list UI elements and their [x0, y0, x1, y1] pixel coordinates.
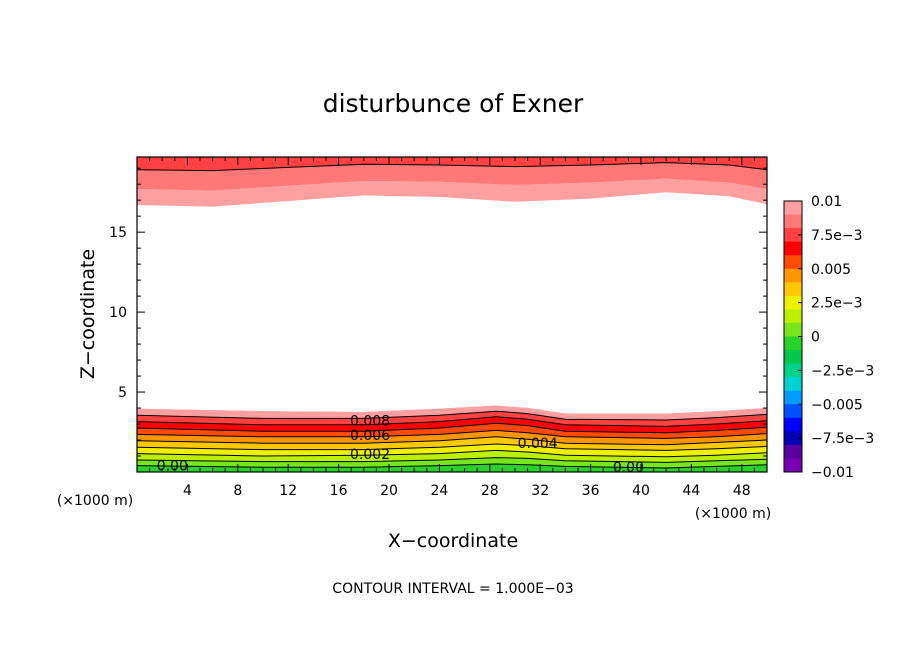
colorbar-swatch — [784, 201, 802, 216]
contour-line — [136, 416, 768, 427]
colorbar-swatch — [784, 350, 802, 365]
x-tick-label: 20 — [380, 483, 398, 499]
colorbar-swatch — [784, 336, 802, 351]
colorbar-swatch — [784, 363, 802, 378]
y-tick-label: 5 — [118, 385, 127, 401]
contour-label: 0.006 — [350, 428, 390, 444]
y-tick-label: 15 — [109, 225, 127, 241]
x-tick-label: 12 — [279, 483, 297, 499]
colorbar-swatch — [784, 309, 802, 324]
colorbar-swatch — [784, 282, 802, 297]
colorbar-label: −0.005 — [811, 397, 863, 413]
y-tick-label: 10 — [109, 305, 127, 321]
colorbar-swatch — [784, 390, 802, 405]
contour-band — [137, 162, 767, 191]
colorbar-label: 0 — [811, 330, 820, 346]
contour-line — [136, 422, 768, 434]
x-unit-left: (×1000 m) — [57, 493, 133, 509]
contour-label: 0.002 — [350, 447, 390, 463]
contour-line — [136, 449, 768, 458]
contour-band — [137, 157, 767, 171]
colorbar-label: 7.5e−3 — [811, 228, 863, 244]
chart-title: disturbunce of Exner — [323, 89, 584, 118]
y-axis-title: Z−coordinate — [77, 249, 99, 379]
colorbar: 0.01 7.5e−3 0.005 2.5e−3 0 −2.5e−3 −0.005 −7.5e… — [783, 194, 874, 481]
contour-band — [137, 178, 767, 207]
colorbar-swatch — [784, 377, 802, 392]
colorbar-swatch — [784, 295, 802, 310]
colorbar-label: 2.5e−3 — [811, 296, 863, 312]
contour-label: 0.008 — [350, 414, 390, 430]
contour-band — [137, 450, 767, 463]
x-tick-label: 40 — [632, 483, 650, 499]
x-tick-label: 8 — [233, 483, 242, 499]
colorbar-swatch — [784, 431, 802, 446]
x-tick-label: 4 — [183, 483, 192, 499]
contour-fills — [137, 157, 767, 472]
colorbar-swatch — [784, 458, 802, 473]
contour-band — [137, 436, 767, 451]
colorbar-swatch — [784, 268, 802, 283]
colorbar-label: −7.5e−3 — [811, 431, 874, 447]
colorbar-label: 0.005 — [811, 262, 851, 278]
x-unit-right: (×1000 m) — [695, 506, 771, 522]
contour-band — [137, 423, 767, 439]
x-axis-title: X−coordinate — [388, 530, 518, 552]
contour-line — [136, 429, 768, 439]
contour-band — [137, 416, 767, 433]
colorbar-swatch — [784, 417, 802, 432]
colorbar-swatch — [784, 241, 802, 256]
x-tick-label: 48 — [733, 483, 751, 499]
contour-line — [136, 162, 768, 172]
contour-line — [136, 443, 768, 451]
contour-band — [137, 411, 767, 427]
colorbar-swatch — [784, 255, 802, 270]
colorbar-label: 0.01 — [811, 194, 842, 210]
x-tick-label: 44 — [682, 483, 700, 499]
x-tick-label: 28 — [481, 483, 499, 499]
x-tick-label: 24 — [430, 483, 448, 499]
colorbar-label: −2.5e−3 — [811, 363, 874, 379]
contour-label: 0.00 — [157, 458, 188, 474]
colorbar-label: −0.01 — [811, 465, 854, 481]
contour-interval-note: CONTOUR INTERVAL = 1.000E−03 — [332, 581, 573, 597]
colorbar-swatch — [784, 444, 802, 459]
colorbar-swatch — [784, 322, 802, 337]
colorbar-swatch — [784, 228, 802, 243]
colorbar-swatch — [784, 404, 802, 419]
colorbar-swatch — [784, 214, 802, 229]
contour-band — [137, 430, 767, 445]
contour-band — [137, 405, 767, 420]
x-tick-label: 32 — [531, 483, 549, 499]
contour-line — [136, 410, 768, 421]
contour-band — [137, 457, 767, 468]
contour-label: 0.004 — [518, 436, 558, 452]
x-tick-label: 16 — [330, 483, 348, 499]
x-tick-label: 36 — [582, 483, 600, 499]
contour-band — [137, 444, 767, 457]
contour-line — [136, 457, 768, 463]
contour-line — [136, 436, 768, 446]
